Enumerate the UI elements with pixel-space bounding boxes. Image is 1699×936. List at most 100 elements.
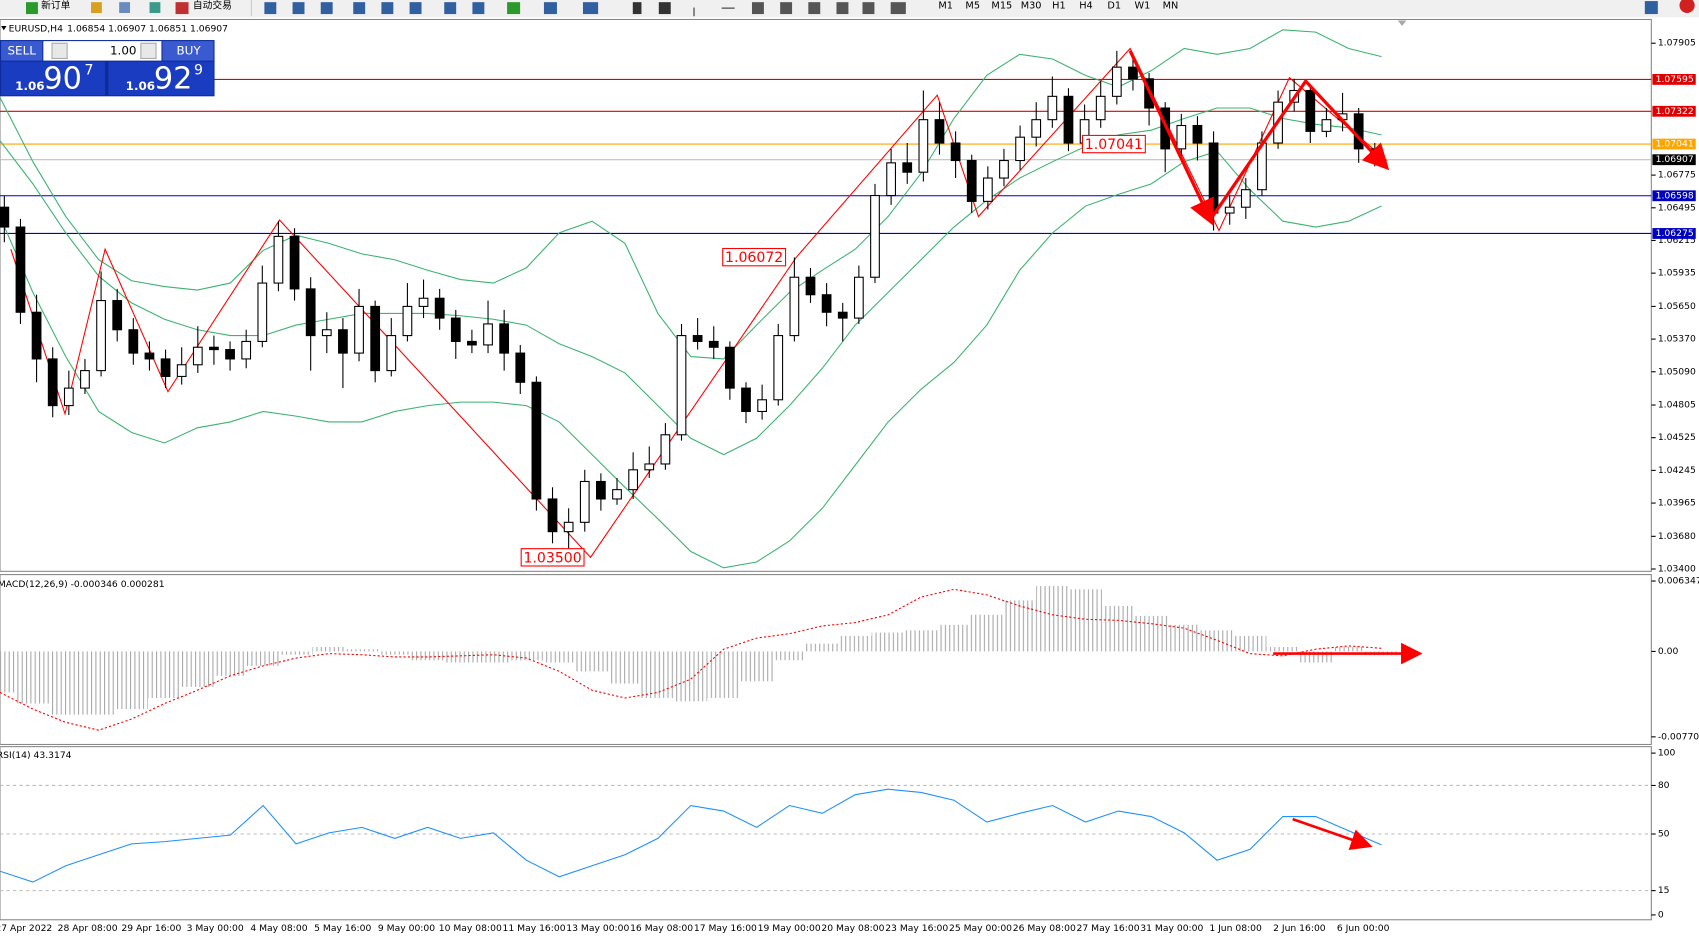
- toolbar-icon[interactable]: [582, 2, 599, 15]
- search-icon[interactable]: [1644, 1, 1658, 15]
- volume-up[interactable]: [140, 42, 157, 59]
- candle-body: [628, 469, 639, 491]
- toolbar-icon[interactable]: [409, 2, 422, 15]
- x-tick-label: 25 May 00:00: [949, 923, 1012, 934]
- timeframe[interactable]: H4: [1079, 0, 1093, 11]
- toolbar-icon[interactable]: [632, 2, 642, 15]
- candle-body: [192, 346, 203, 366]
- macd-bar: [148, 651, 181, 699]
- y-tick-label: 1.06775: [1658, 170, 1696, 181]
- candle-body: [612, 489, 622, 500]
- x-tick-label: 11 May 16:00: [503, 923, 566, 934]
- toolbar-icon[interactable]: [320, 2, 333, 15]
- toolbar-icon[interactable]: [381, 2, 394, 15]
- x-tick-label: 16 May 08:00: [630, 923, 693, 934]
- chart-icon: [1, 25, 7, 31]
- timeframe[interactable]: W1: [1134, 0, 1150, 11]
- x-tick-label: 9 May 00:00: [378, 923, 435, 934]
- macd-bar: [180, 651, 214, 687]
- toolbar-icon[interactable]: [890, 2, 906, 15]
- sell-price-box[interactable]: [1, 61, 106, 96]
- sell-price-prefix: 1.06: [15, 79, 44, 93]
- timeframe[interactable]: M30: [1021, 0, 1042, 11]
- buy-price-prefix: 1.06: [126, 79, 155, 93]
- new-order[interactable]: 新订单: [41, 0, 70, 11]
- shift-marker: [1397, 20, 1407, 26]
- toolbar-icon[interactable]: [119, 2, 131, 13]
- candle-body: [563, 521, 574, 533]
- macd-bar: [542, 651, 576, 663]
- candle-body: [982, 177, 993, 202]
- macd-bar: [115, 651, 149, 710]
- toolbar-icon[interactable]: [693, 7, 695, 17]
- toolbar-icon[interactable]: [780, 2, 793, 15]
- volume-down[interactable]: [51, 42, 68, 59]
- toolbar-icon[interactable]: [91, 2, 102, 13]
- candle-body: [402, 305, 413, 337]
- x-tick-label: 28 Apr 08:00: [58, 923, 118, 934]
- macd-bar: [476, 651, 510, 663]
- candle-body: [1321, 119, 1332, 132]
- auto-trading-icon[interactable]: [175, 2, 189, 15]
- volume-input[interactable]: [43, 41, 162, 61]
- y-tick-label: 1.06495: [1658, 202, 1696, 213]
- candle-body: [354, 305, 364, 354]
- y-tick-label: 100: [1658, 748, 1676, 759]
- sell-button[interactable]: [1, 41, 43, 61]
- y-tick-label: 1.04805: [1658, 400, 1696, 411]
- y-tick-label: 1.04525: [1658, 432, 1696, 443]
- sell-label[interactable]: SELL: [7, 43, 36, 57]
- toolbar-icon[interactable]: [836, 2, 849, 15]
- x-tick-label: 31 May 00:00: [1140, 923, 1203, 934]
- candle-body: [644, 463, 655, 471]
- timeframe[interactable]: M5: [965, 0, 980, 11]
- toolbar-icon[interactable]: [808, 2, 821, 15]
- buy-button[interactable]: [162, 41, 214, 61]
- candle-body: [209, 346, 219, 351]
- x-tick-label: 10 May 08:00: [439, 923, 502, 934]
- volume[interactable]: 1.00: [110, 43, 137, 57]
- toolbar-icon[interactable]: [751, 2, 764, 15]
- y-tick-label: 50: [1658, 829, 1670, 840]
- toolbar-icon[interactable]: [658, 2, 671, 15]
- level-label: 1.07041: [1656, 139, 1694, 150]
- timeframe[interactable]: H1: [1052, 0, 1066, 11]
- buy-price-main: 92: [154, 62, 193, 97]
- level-label: 1.07322: [1656, 106, 1694, 117]
- buy-label[interactable]: BUY: [176, 43, 201, 57]
- x-tick-label: 2 Jun 16:00: [1273, 923, 1326, 934]
- candle-body: [789, 276, 800, 337]
- macd-bar: [608, 651, 642, 684]
- macd-bar: [970, 614, 1004, 652]
- x-tick-label: 20 May 08:00: [821, 923, 884, 934]
- x-tick-label: 4 May 08:00: [250, 923, 307, 934]
- candle-body: [1176, 124, 1187, 150]
- toolbar-icon[interactable]: [292, 2, 305, 15]
- alert-icon[interactable]: [1679, 0, 1695, 13]
- toolbar-icon[interactable]: [862, 2, 875, 15]
- band-upper: [0, 29, 1382, 360]
- candle-body: [773, 335, 784, 401]
- timeframe[interactable]: M15: [991, 0, 1012, 11]
- toolbar-icon[interactable]: [472, 2, 485, 15]
- candle-body: [144, 352, 155, 360]
- toolbar-icon[interactable]: [444, 2, 457, 15]
- macd-bar: [1167, 624, 1201, 652]
- toolbar-icon[interactable]: [149, 2, 161, 13]
- candle-body: [1192, 124, 1203, 144]
- toolbar-icon[interactable]: [721, 7, 735, 9]
- timeframe[interactable]: D1: [1107, 0, 1121, 11]
- toolbar-icon[interactable]: [543, 2, 557, 15]
- buy-price-box[interactable]: [108, 61, 214, 96]
- toolbar-icon[interactable]: [507, 2, 521, 15]
- toolbar-icon[interactable]: [264, 2, 277, 15]
- new-order-icon[interactable]: [26, 2, 38, 15]
- toolbar-icon[interactable]: [353, 2, 366, 15]
- candle-body: [870, 194, 880, 278]
- candle-body: [692, 335, 703, 342]
- timeframe[interactable]: MN: [1163, 0, 1179, 11]
- auto-trading[interactable]: 自动交易: [193, 0, 232, 11]
- macd-bar: [1101, 605, 1135, 652]
- timeframe[interactable]: M1: [938, 0, 953, 11]
